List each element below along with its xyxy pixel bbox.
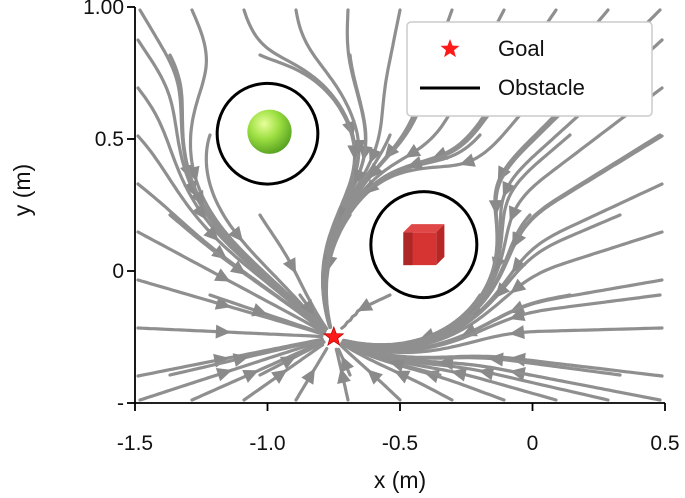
stream-arrow — [508, 205, 522, 222]
stream-arrow — [368, 163, 384, 179]
y-tick-label: - — [117, 392, 124, 415]
stream-arrow — [341, 355, 355, 373]
stream-arrow — [228, 225, 244, 242]
stream-arrow — [242, 370, 259, 383]
x-axis-label: x (m) — [374, 467, 426, 493]
cube-obstacle-icon — [403, 224, 445, 266]
stream-arrow — [353, 168, 367, 185]
stream-arrow — [494, 282, 511, 299]
stream-arrow — [203, 225, 219, 242]
stream-arrow — [388, 358, 406, 373]
y-axis-ticks: - 0 0.5 1.00 — [83, 0, 135, 415]
x-axis-ticks: -1.5 -1.0 -0.5 0 0.5 — [117, 403, 680, 455]
stream-arrow — [282, 257, 297, 274]
legend-obstacle-label: Obstacle — [498, 75, 585, 100]
streamline — [168, 53, 325, 331]
stream-arrow — [450, 367, 467, 382]
legend-goal-star-icon — [440, 39, 460, 58]
stream-arrow — [478, 366, 495, 381]
stream-arrow — [214, 268, 231, 282]
stream-arrow — [406, 155, 424, 170]
stream-arrow — [271, 369, 288, 384]
x-tick-label: -1.5 — [117, 432, 153, 455]
y-tick-label: 0 — [112, 260, 124, 283]
stream-arrow — [502, 180, 516, 198]
stream-arrow — [368, 147, 382, 164]
stream-arrow — [459, 153, 476, 167]
obstacle-cube — [369, 190, 479, 300]
streamline — [342, 293, 662, 352]
obstacle-sphere — [215, 81, 320, 186]
y-tick-label: 1.00 — [83, 0, 124, 19]
stream-arrow — [488, 199, 503, 216]
stream-arrow — [215, 367, 233, 382]
stream-arrow — [301, 368, 316, 385]
stream-arrow — [509, 325, 525, 340]
stream-arrow — [229, 260, 247, 275]
stream-arrow — [211, 244, 228, 260]
stream-arrow — [509, 307, 526, 322]
stream-arrow — [251, 303, 268, 317]
legend-box — [406, 21, 653, 117]
sphere-obstacle-icon — [247, 109, 292, 154]
stream-arrow — [356, 298, 374, 312]
stream-arrow — [511, 256, 527, 274]
stream-arrow — [510, 278, 527, 294]
x-tick-label: 0 — [527, 432, 539, 455]
legend-star-shape — [440, 39, 460, 58]
stream-arrow — [191, 203, 207, 220]
stream-arrow — [300, 299, 315, 316]
stream-arrow — [190, 189, 204, 207]
streamline — [136, 230, 327, 335]
streamline — [345, 213, 622, 349]
goal-star-icon — [323, 325, 345, 347]
x-tick-label: -0.5 — [382, 432, 418, 455]
obstacles — [215, 81, 479, 300]
y-axis-label: y (m) — [9, 164, 35, 216]
streamline — [136, 134, 327, 333]
streamline — [204, 133, 326, 331]
streamline — [345, 133, 662, 348]
stream-arrow — [347, 145, 362, 161]
stream-arrow — [232, 353, 249, 367]
stream-arrow — [393, 370, 411, 384]
stream-arrow — [279, 356, 297, 370]
stream-arrow — [337, 367, 351, 384]
stream-arrow — [512, 231, 526, 249]
streamline — [341, 340, 622, 377]
streamline — [343, 326, 664, 355]
goal-marker — [323, 325, 345, 347]
stream-arrow — [404, 143, 422, 158]
streamline — [321, 8, 368, 326]
x-tick-label: 0.5 — [650, 432, 679, 455]
y-tick-label: 0.5 — [95, 128, 124, 151]
legend: Goal Obstacle — [406, 21, 653, 117]
stream-arrow — [510, 352, 526, 367]
stream-arrow — [488, 352, 504, 367]
stream-arrow — [367, 369, 383, 385]
stream-arrow — [215, 324, 231, 339]
x-tick-label: -1.0 — [249, 432, 285, 455]
stream-arrow — [438, 356, 454, 371]
legend-goal-label: Goal — [498, 36, 544, 61]
